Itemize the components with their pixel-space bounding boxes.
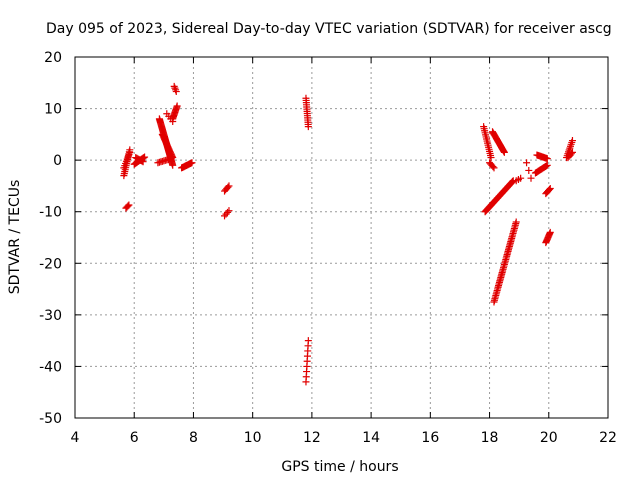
data-point (173, 102, 181, 110)
data-point (141, 153, 149, 161)
data-point (223, 208, 231, 216)
data-point (527, 174, 535, 182)
x-tick-label: 18 (481, 430, 499, 446)
plot-frame (74, 56, 609, 419)
data-point (512, 218, 520, 226)
y-tick-label: -20 (39, 256, 62, 272)
data-point (224, 183, 232, 191)
y-tick-label: -30 (39, 308, 62, 324)
x-tick-label: 10 (244, 430, 262, 446)
data-point (545, 186, 553, 194)
grid (75, 57, 608, 418)
data-point (500, 148, 508, 156)
axis-ticks (74, 56, 609, 419)
data-point (124, 202, 132, 210)
y-tick-label: -50 (39, 411, 62, 427)
data-point (169, 161, 177, 169)
data-point (304, 123, 312, 131)
chart-title: Day 095 of 2023, Sidereal Day-to-day VTE… (46, 21, 612, 37)
x-axis-label: GPS time / hours (281, 459, 398, 475)
data-point (543, 161, 551, 169)
data-point (169, 154, 177, 162)
data-point (172, 88, 180, 96)
data-point (171, 84, 179, 92)
data-point (546, 185, 554, 193)
x-tick-label: 14 (362, 430, 380, 446)
y-tick-label: 10 (44, 102, 62, 118)
y-tick-label: -10 (39, 205, 62, 221)
data-point (225, 182, 233, 190)
x-tick-label: 8 (189, 430, 198, 446)
data-point (568, 137, 576, 145)
data-point (221, 212, 229, 220)
data-point (489, 163, 497, 171)
data-point (139, 158, 147, 166)
x-tick-label: 4 (71, 430, 80, 446)
data-point (304, 337, 312, 345)
y-tick-label: 20 (44, 50, 62, 66)
data-point (188, 159, 196, 167)
x-tick-label: 22 (599, 430, 617, 446)
data-point (126, 148, 134, 156)
y-tick-label: 0 (53, 153, 62, 169)
y-axis-label: SDTVAR / TECUs (7, 180, 23, 295)
data-point (546, 228, 554, 236)
data-point (125, 201, 133, 209)
data-point (170, 82, 178, 90)
data-points (120, 82, 576, 386)
x-tick-label: 16 (421, 430, 439, 446)
data-point (508, 178, 516, 186)
data-point (543, 155, 551, 163)
data-point (523, 159, 531, 167)
x-tick-label: 12 (303, 430, 321, 446)
data-point (222, 210, 230, 218)
y-tick-labels: -50 -40 -30 -20 -10 0 10 20 (39, 50, 62, 427)
data-point (517, 174, 525, 182)
data-point (567, 150, 575, 158)
x-tick-label: 20 (540, 430, 558, 446)
x-tick-labels: 4 6 8 10 12 14 16 18 20 22 (71, 430, 617, 446)
data-point (487, 154, 495, 162)
y-tick-label: -40 (39, 359, 62, 375)
data-point (490, 164, 498, 172)
x-tick-label: 6 (130, 430, 139, 446)
data-point (172, 86, 180, 94)
data-point (225, 207, 233, 215)
data-point (568, 148, 576, 156)
data-point (509, 177, 517, 185)
data-point (525, 166, 533, 174)
